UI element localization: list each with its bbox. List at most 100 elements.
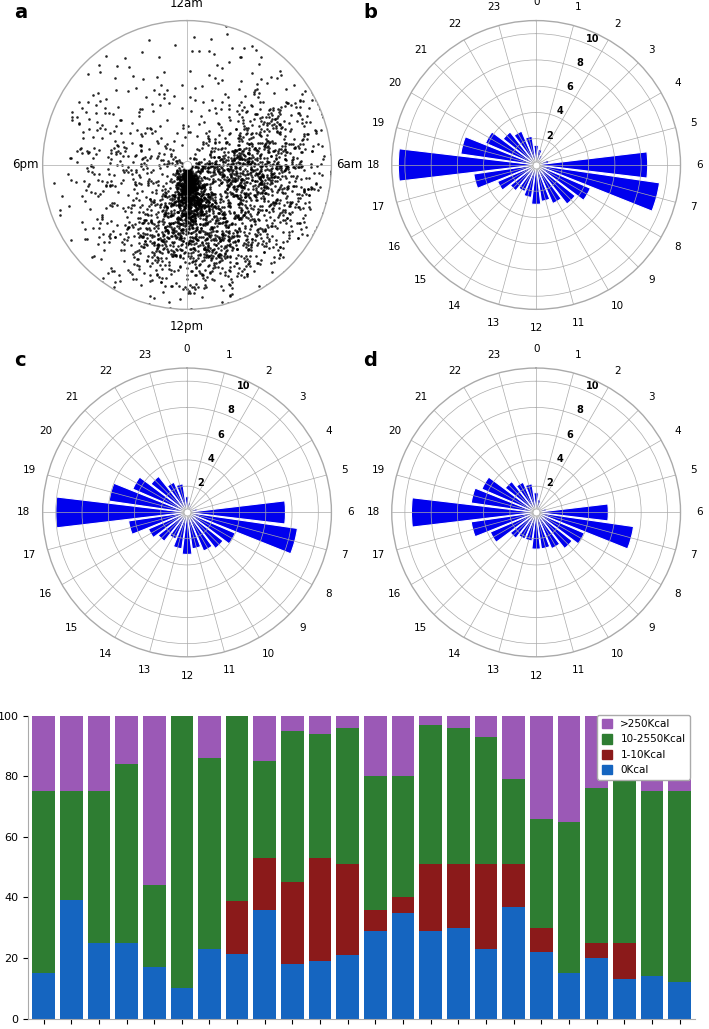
Point <box>277 184 288 201</box>
Point <box>150 222 161 239</box>
Point <box>96 117 107 134</box>
Point <box>194 190 206 207</box>
Point <box>238 179 249 196</box>
Point <box>137 128 148 144</box>
Point <box>184 217 195 234</box>
Point <box>275 120 286 137</box>
Point <box>104 230 116 247</box>
Point <box>114 268 125 284</box>
Point <box>203 249 214 265</box>
Point <box>236 172 247 188</box>
Point <box>200 198 211 214</box>
Point <box>173 171 184 187</box>
Point <box>205 251 216 268</box>
Point <box>265 169 277 185</box>
Point <box>203 207 214 223</box>
Point <box>220 222 232 239</box>
Point <box>185 173 196 189</box>
Point <box>219 183 230 200</box>
Point <box>209 258 220 275</box>
Point <box>179 173 191 189</box>
Point <box>230 120 242 137</box>
Point <box>148 235 160 251</box>
Point <box>187 175 199 191</box>
Point <box>294 215 305 232</box>
Point <box>201 203 212 219</box>
Point <box>266 161 277 177</box>
Point <box>216 225 228 242</box>
Point <box>199 176 211 192</box>
Point <box>134 228 145 245</box>
Point <box>172 171 183 187</box>
Bar <box>532 512 540 549</box>
Point <box>204 188 216 205</box>
Point <box>130 271 142 287</box>
Point <box>201 208 213 224</box>
Point <box>86 164 98 180</box>
Point <box>177 242 188 258</box>
Point <box>175 242 186 258</box>
Point <box>251 191 262 208</box>
Point <box>201 242 212 258</box>
Bar <box>364 776 386 910</box>
Point <box>277 118 288 135</box>
Point <box>188 206 199 222</box>
Point <box>165 205 177 221</box>
Point <box>103 228 114 245</box>
Point <box>226 215 238 232</box>
Point <box>223 161 234 177</box>
Point <box>236 157 247 174</box>
Bar <box>613 755 636 943</box>
Point <box>218 168 229 184</box>
Point <box>203 122 215 139</box>
Point <box>298 181 310 198</box>
Point <box>301 226 312 243</box>
Point <box>265 217 277 234</box>
Point <box>82 178 94 194</box>
Point <box>180 208 191 224</box>
Point <box>183 159 194 176</box>
Point <box>184 232 195 248</box>
Point <box>174 249 186 265</box>
Point <box>91 145 102 162</box>
Point <box>80 182 91 199</box>
Point <box>245 206 256 222</box>
Point <box>88 166 99 182</box>
Point <box>193 247 204 263</box>
Point <box>155 250 167 267</box>
Point <box>217 209 228 225</box>
Point <box>209 189 220 206</box>
Point <box>308 165 319 181</box>
Point <box>142 175 153 191</box>
Point <box>245 161 257 177</box>
Point <box>191 232 202 248</box>
Point <box>270 149 281 166</box>
Point <box>165 265 177 282</box>
Point <box>250 167 261 183</box>
Point <box>290 173 301 189</box>
Point <box>181 173 192 189</box>
Point <box>94 220 105 237</box>
Point <box>180 181 191 198</box>
Bar <box>536 152 648 178</box>
Point <box>247 129 258 145</box>
Point <box>190 181 201 198</box>
Point <box>190 167 201 183</box>
Point <box>169 247 181 263</box>
Point <box>183 161 194 177</box>
Point <box>232 223 243 240</box>
Point <box>236 143 247 159</box>
Bar <box>669 791 691 983</box>
Point <box>287 136 298 152</box>
Point <box>232 103 243 119</box>
Point <box>185 217 196 234</box>
Point <box>190 203 201 219</box>
Point <box>202 242 213 258</box>
Point <box>202 241 213 257</box>
Point <box>91 121 103 138</box>
Point <box>121 224 132 241</box>
Point <box>176 208 187 224</box>
Point <box>108 279 120 295</box>
Point <box>188 244 199 260</box>
Point <box>165 148 177 165</box>
